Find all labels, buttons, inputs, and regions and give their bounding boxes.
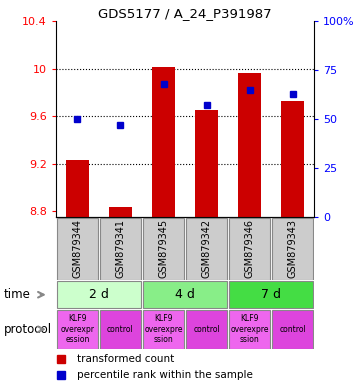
Bar bbox=[238, 73, 261, 217]
Bar bbox=[143, 281, 227, 308]
Bar bbox=[57, 310, 98, 349]
Bar bbox=[229, 281, 313, 308]
Text: GSM879342: GSM879342 bbox=[201, 219, 212, 278]
Bar bbox=[229, 310, 270, 349]
Text: transformed count: transformed count bbox=[77, 354, 174, 364]
Text: time: time bbox=[4, 288, 30, 301]
Text: GSM879341: GSM879341 bbox=[116, 219, 126, 278]
Text: percentile rank within the sample: percentile rank within the sample bbox=[77, 370, 252, 381]
Text: 4 d: 4 d bbox=[175, 288, 195, 301]
Text: protocol: protocol bbox=[4, 323, 52, 336]
Bar bbox=[66, 160, 89, 217]
Text: 2 d: 2 d bbox=[89, 288, 109, 301]
Bar bbox=[152, 68, 175, 217]
Bar bbox=[100, 218, 141, 280]
Text: GSM879343: GSM879343 bbox=[288, 219, 297, 278]
Text: control: control bbox=[279, 325, 306, 334]
Bar bbox=[57, 218, 98, 280]
Text: KLF9
overexpre
ssion: KLF9 overexpre ssion bbox=[144, 314, 183, 344]
Bar bbox=[272, 218, 313, 280]
Bar bbox=[57, 281, 141, 308]
Text: KLF9
overexpr
ession: KLF9 overexpr ession bbox=[60, 314, 95, 344]
Bar bbox=[229, 218, 270, 280]
Bar bbox=[186, 218, 227, 280]
Text: control: control bbox=[107, 325, 134, 334]
Text: control: control bbox=[193, 325, 220, 334]
Text: GSM879345: GSM879345 bbox=[158, 219, 169, 278]
Bar bbox=[143, 310, 184, 349]
Bar bbox=[100, 310, 141, 349]
Bar bbox=[109, 207, 132, 217]
Bar bbox=[186, 310, 227, 349]
Title: GDS5177 / A_24_P391987: GDS5177 / A_24_P391987 bbox=[98, 7, 272, 20]
Text: 7 d: 7 d bbox=[261, 288, 281, 301]
Text: GSM879346: GSM879346 bbox=[244, 219, 255, 278]
Bar bbox=[272, 310, 313, 349]
Bar bbox=[281, 101, 304, 217]
Bar bbox=[195, 110, 218, 217]
Text: GSM879344: GSM879344 bbox=[73, 219, 82, 278]
Text: KLF9
overexpre
ssion: KLF9 overexpre ssion bbox=[230, 314, 269, 344]
Bar bbox=[143, 218, 184, 280]
